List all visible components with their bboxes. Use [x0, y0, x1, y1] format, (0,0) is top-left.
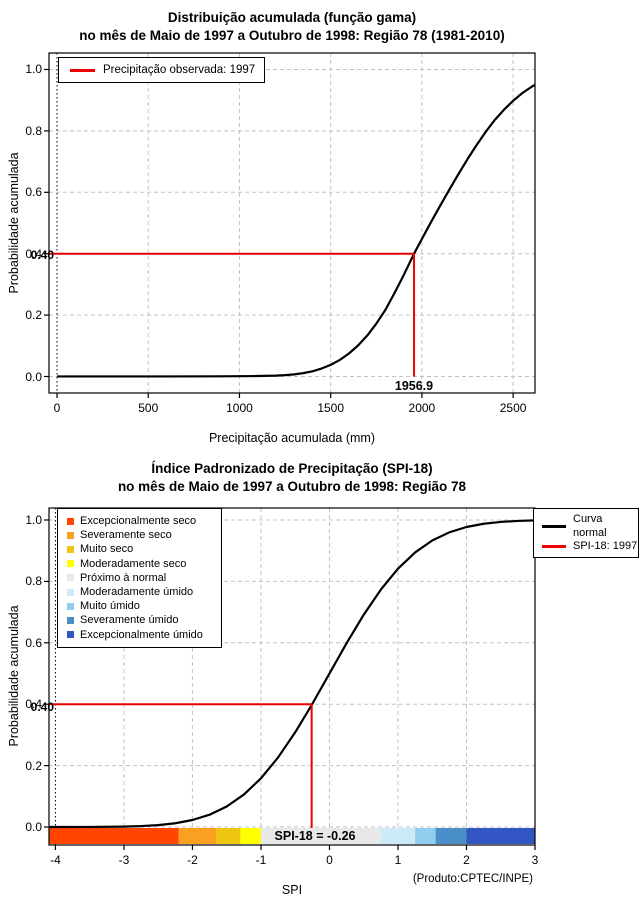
series-label: SPI-18: 1997 [573, 540, 638, 552]
x-tick-label: 3 [531, 853, 539, 867]
colorbar-segment [49, 828, 179, 845]
category-swatch [67, 531, 74, 539]
top-chart-y-axis-label: Probabilidade acumulada [7, 152, 21, 294]
colorbar-segment [240, 828, 261, 845]
top-chart-title-line1: Distribuição acumulada (função gama) [167, 10, 417, 25]
plot-box [48, 507, 536, 846]
category-label: Severamente seco [80, 529, 172, 542]
y-tick-label: 0.4 [25, 697, 42, 712]
category-label: Próximo à normal [80, 571, 167, 584]
category-swatch [67, 631, 74, 639]
top-chart-x-axis-label: Precipitação acumulada (mm) [208, 431, 376, 445]
legend-item: Excepcionalmente úmido [67, 628, 221, 642]
category-label: Excepcionalmente seco [80, 515, 197, 528]
bottom-chart-title-line2: no mês de Maio de 1997 a Outubro de 1998… [117, 479, 467, 494]
bottom-chart-title-line1: Índice Padronizado de Precipitação (SPI-… [151, 461, 433, 476]
category-swatch [67, 616, 74, 624]
top-chart-legend: Precipitação observada: 1997 [58, 57, 266, 83]
y-tick-label: 0.0 [25, 369, 42, 384]
top-chart-probability-annotation: 0.40 [30, 248, 54, 262]
x-tick-label: 0 [53, 401, 61, 415]
colorbar-segment [260, 828, 381, 845]
top-chart-value-annotation: 1956.9 [394, 379, 434, 393]
legend-item: Severamente seco [67, 528, 221, 542]
legend-item: Moderadamente seco [67, 557, 221, 571]
legend-item: Curva normal [542, 513, 638, 540]
legend-item: SPI-18: 1997 [542, 540, 638, 554]
y-tick-label: 0.6 [25, 635, 42, 650]
y-tick-label: 1.0 [25, 62, 42, 77]
plot-box [48, 52, 536, 394]
x-tick-label: -3 [118, 853, 130, 867]
colorbar-segment [216, 828, 241, 845]
category-label: Muito úmido [80, 600, 140, 613]
series-label: Curva normal [573, 513, 607, 539]
category-label: Moderadamente seco [80, 557, 187, 570]
category-label: Excepcionalmente úmido [80, 628, 203, 641]
bottom-chart-x-axis-label: SPI [281, 883, 303, 897]
colorbar-segment [435, 828, 467, 845]
category-label: Moderadamente úmido [80, 586, 194, 599]
legend-item: Severamente úmido [67, 613, 221, 627]
curve-series-legend: Curva normal SPI-18: 1997 [533, 508, 639, 558]
bottom-chart-y-axis-label: Probabilidade acumulada [7, 605, 21, 747]
x-tick-label: 1000 [226, 401, 253, 415]
legend-item: Muito úmido [67, 599, 221, 613]
category-swatch [67, 574, 74, 582]
x-tick-label: 1500 [317, 401, 345, 415]
x-tick-label: -4 [50, 853, 61, 867]
y-tick-label: 1.0 [25, 513, 42, 527]
legend-item: Excepcionalmente seco [67, 514, 221, 528]
x-tick-label: 2000 [408, 401, 436, 415]
x-tick-label: 1 [394, 853, 402, 867]
y-tick-label: 0.8 [25, 123, 42, 138]
y-tick-label: 0.0 [25, 820, 42, 834]
bottom-chart-probability-annotation: 0.40 [30, 700, 54, 714]
x-tick-label: 2500 [499, 401, 527, 415]
x-tick-label: -1 [255, 853, 267, 867]
bottom-chart-spi-annotation: SPI-18 = -0.26 [274, 829, 356, 843]
spi-category-legend: Excepcionalmente seco Severamente seco Mui… [57, 508, 222, 648]
y-tick-label: 0.4 [25, 246, 42, 261]
series-line-swatch [542, 545, 566, 549]
observed-line-label: Precipitação observada: 1997 [103, 64, 256, 76]
y-tick-label: 0.6 [25, 185, 42, 200]
observed-line-swatch [70, 68, 95, 72]
y-tick-label: 0.2 [25, 758, 42, 773]
x-tick-label: 0 [326, 853, 333, 867]
y-tick-label: 0.2 [25, 308, 42, 323]
category-swatch [67, 517, 74, 525]
x-tick-label: -2 [187, 853, 198, 867]
colorbar-segment [178, 828, 217, 845]
colorbar-segment [415, 828, 436, 845]
category-label: Severamente úmido [80, 614, 179, 627]
category-swatch [67, 560, 74, 568]
legend-item: Moderadamente úmido [67, 585, 221, 599]
colorbar-segment [380, 828, 416, 845]
category-swatch [67, 545, 74, 553]
legend-item: Próximo à normal [67, 571, 221, 585]
category-label: Muito seco [80, 543, 134, 556]
x-tick-label: 2 [463, 853, 470, 867]
top-chart-title-line2: no mês de Maio de 1997 a Outubro de 1998… [79, 28, 505, 43]
category-swatch [67, 588, 74, 596]
product-note: (Produto:CPTEC/INPE) [412, 873, 533, 885]
y-tick-label: 0.8 [25, 574, 42, 589]
series-line-swatch [542, 525, 566, 528]
category-swatch [67, 602, 74, 610]
cdf-curve [57, 83, 536, 378]
x-tick-label: 500 [138, 401, 159, 415]
legend-item: Muito seco [67, 542, 221, 556]
colorbar-segment [466, 828, 535, 845]
